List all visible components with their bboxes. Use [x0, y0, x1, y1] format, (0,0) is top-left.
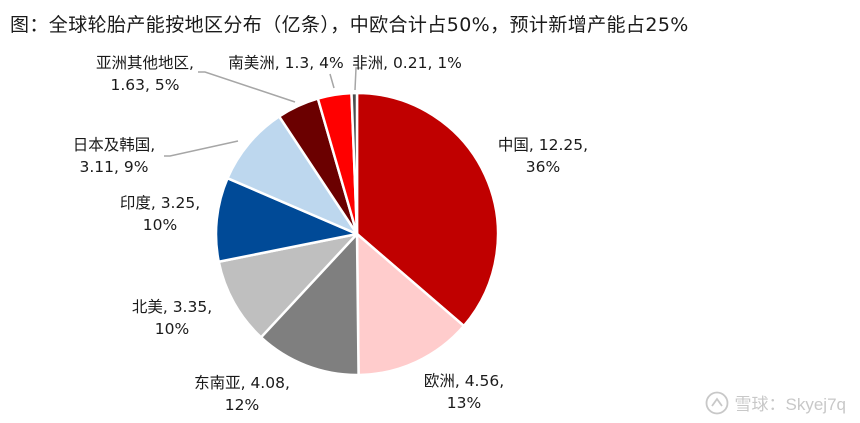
- slice-label-1: 中国, 12.25, 36%: [498, 136, 588, 176]
- slice-label-8: 南美洲, 1.3, 4%: [228, 54, 343, 72]
- watermark: 雪球：Skyej7q: [705, 390, 846, 415]
- pie-slice-6: [226, 115, 359, 236]
- pie-slice-5: [214, 176, 359, 264]
- watermark-text: 雪球：Skyej7q: [734, 395, 846, 414]
- leader-line-7: [198, 71, 296, 103]
- slice-label-3: 东南亚, 4.08, 12%: [194, 374, 290, 414]
- pie-slice-4: [217, 232, 359, 339]
- slice-label-5: 印度, 3.25, 10%: [120, 194, 200, 234]
- slice-label-9: 非洲, 0.21, 1%: [352, 54, 462, 72]
- leader-line-8: [329, 73, 335, 89]
- chart-title: 图：全球轮胎产能按地区分布（亿条），中欧合计占50%，预计新增产能占25%: [10, 14, 689, 36]
- xueqiu-logo-icon: [705, 391, 728, 414]
- pie-slice-9: [350, 91, 359, 236]
- slice-label-4: 北美, 3.35, 10%: [132, 298, 212, 338]
- slice-label-6: 日本及韩国, 3.11, 9%: [73, 136, 155, 176]
- pie-slice-1: [355, 91, 500, 328]
- pie-slice-3: [259, 232, 360, 377]
- leader-line-9: [354, 67, 362, 91]
- pie-slice-2: [355, 232, 466, 377]
- slice-label-2: 欧洲, 4.56, 13%: [424, 372, 504, 412]
- slice-label-7: 亚洲其他地区, 1.63, 5%: [96, 54, 194, 94]
- leader-line-6: [164, 140, 239, 157]
